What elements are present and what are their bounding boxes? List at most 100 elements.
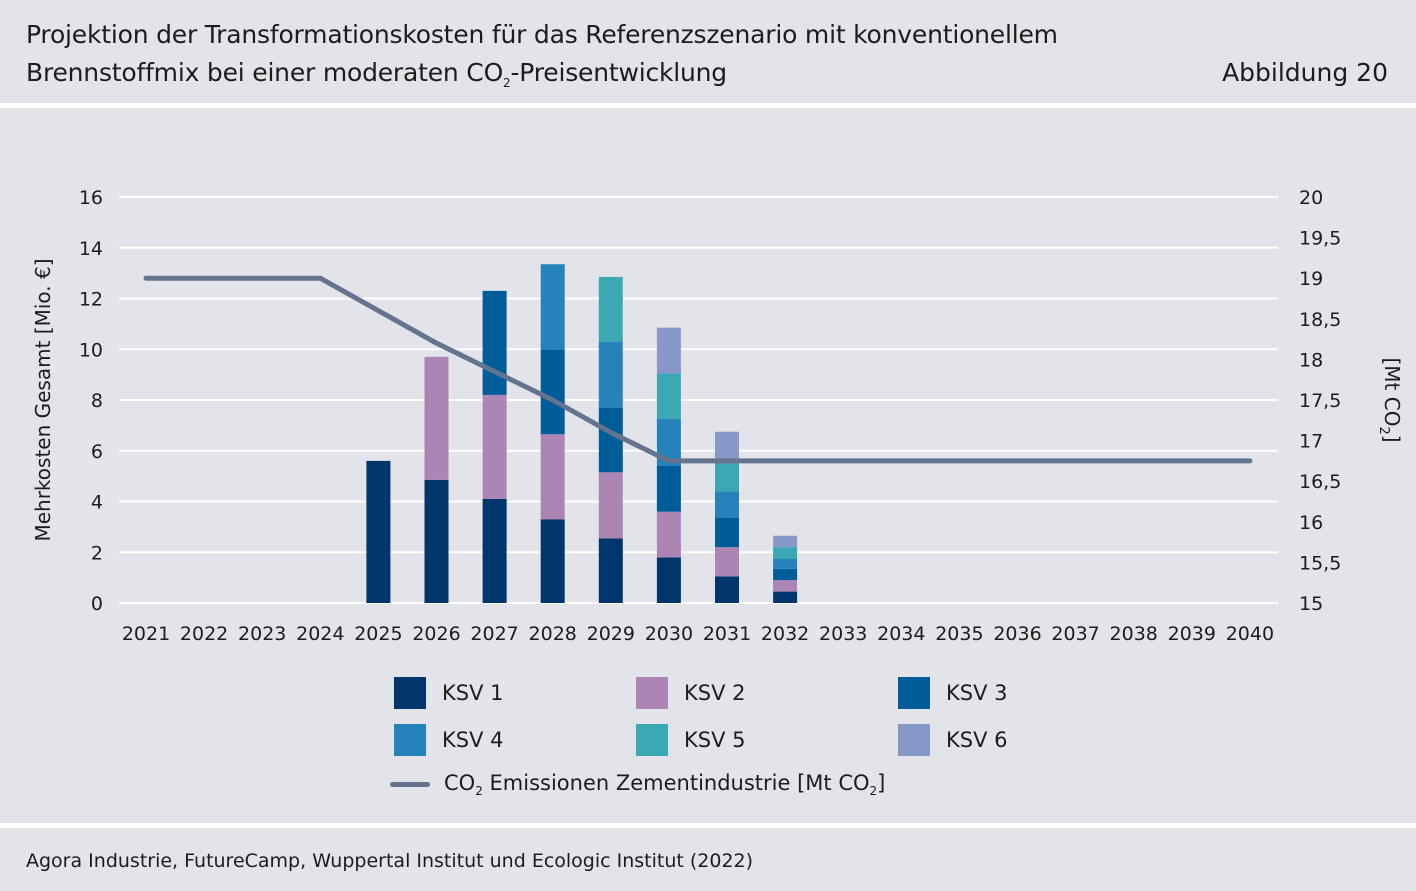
legend-item-emissions: CO2 Emissionen Zementindustrie [Mt CO2] bbox=[390, 771, 885, 798]
x-tick-label: 2037 bbox=[1051, 623, 1099, 645]
legend-item-ksv3: KSV 3 bbox=[898, 677, 1008, 709]
legend-swatch-ksv1 bbox=[394, 677, 426, 709]
y-tick-label: 2 bbox=[91, 542, 103, 564]
x-tick-label: 2034 bbox=[877, 623, 925, 645]
chart-title-text-end: -Preisentwicklung bbox=[510, 58, 727, 87]
legend-label-ksv3: KSV 3 bbox=[946, 681, 1008, 705]
bar-segment-ksv1 bbox=[773, 591, 798, 603]
bar-segment-ksv2 bbox=[424, 356, 449, 480]
y2-tick-label: 19 bbox=[1299, 268, 1323, 290]
header-divider bbox=[0, 103, 1416, 108]
bar-segment-ksv1 bbox=[540, 519, 565, 603]
y-tick-label: 16 bbox=[79, 187, 103, 209]
bar-segment-ksv6 bbox=[715, 431, 739, 464]
legend-label-ksv4: KSV 4 bbox=[442, 728, 504, 752]
figure-number: Abbildung 20 bbox=[1222, 58, 1388, 87]
bar-segment-ksv4 bbox=[598, 341, 623, 408]
legend-swatch-ksv5 bbox=[636, 724, 668, 756]
x-tick-label: 2039 bbox=[1168, 623, 1216, 645]
emissions-line bbox=[143, 275, 1253, 464]
x-tick-label: 2025 bbox=[354, 623, 402, 645]
bar-segment-ksv3 bbox=[540, 349, 565, 435]
legend-swatch-ksv4 bbox=[394, 724, 426, 756]
legend-emissions-sub-1: 2 bbox=[475, 784, 483, 799]
bar-segment-ksv4 bbox=[773, 558, 798, 569]
bar-segment-ksv6 bbox=[656, 327, 681, 374]
bar-segment-ksv3 bbox=[598, 407, 623, 473]
x-tick-label: 2023 bbox=[238, 623, 286, 645]
x-tick-label: 2029 bbox=[587, 623, 635, 645]
x-tick-label: 2033 bbox=[819, 623, 867, 645]
legend-emissions-text-2: Emissionen Zementindustrie [Mt CO bbox=[482, 771, 870, 795]
y-tick-label: 12 bbox=[79, 289, 103, 311]
y2-tick-label: 16,5 bbox=[1299, 471, 1341, 493]
legend-item-ksv1: KSV 1 bbox=[394, 677, 504, 709]
y2-tick-label: 20 bbox=[1299, 187, 1323, 209]
x-tick-label: 2040 bbox=[1226, 623, 1274, 645]
x-tick-label: 2027 bbox=[470, 623, 518, 645]
legend-item-ksv6: KSV 6 bbox=[898, 724, 1008, 756]
x-tick-label: 2031 bbox=[703, 623, 751, 645]
x-tick-label: 2024 bbox=[296, 623, 344, 645]
bar-segment-ksv2 bbox=[715, 547, 739, 577]
chart-title-line-1: Projektion der Transformationskosten für… bbox=[26, 20, 1058, 49]
bar-segment-ksv1 bbox=[598, 538, 623, 603]
legend-swatch-ksv6 bbox=[898, 724, 930, 756]
y-tick-label: 0 bbox=[91, 593, 103, 615]
legend-item-ksv5: KSV 5 bbox=[636, 724, 746, 756]
x-tick-label: 2022 bbox=[180, 623, 228, 645]
bar-segment-ksv1 bbox=[656, 557, 681, 603]
chart-title-subscript: 2 bbox=[503, 76, 511, 90]
footer-divider bbox=[0, 823, 1416, 828]
y2-tick-label: 18 bbox=[1299, 349, 1323, 371]
bar-segment-ksv2 bbox=[540, 434, 565, 520]
legend-item-ksv2: KSV 2 bbox=[636, 677, 746, 709]
bar-segment-ksv5 bbox=[773, 547, 798, 559]
legend-emissions-text-3: ] bbox=[877, 771, 886, 795]
bar-segment-ksv4 bbox=[540, 264, 565, 350]
x-tick-label: 2035 bbox=[935, 623, 983, 645]
y2-tick-label: 18,5 bbox=[1299, 309, 1341, 331]
x-tick-label: 2028 bbox=[529, 623, 577, 645]
x-tick-label: 2032 bbox=[761, 623, 809, 645]
bar-segment-ksv5 bbox=[656, 373, 681, 420]
y2-axis-title: [Mt CO2] bbox=[1376, 357, 1404, 442]
bar-segment-ksv2 bbox=[656, 511, 681, 558]
legend-emissions-text-1: CO bbox=[444, 771, 476, 795]
y2-tick-label: 15 bbox=[1299, 593, 1323, 615]
y-tick-label: 6 bbox=[91, 441, 103, 463]
x-tick-label: 2026 bbox=[412, 623, 460, 645]
figure-header: Projektion der Transformationskosten für… bbox=[0, 0, 1416, 103]
bar-segment-ksv2 bbox=[482, 394, 507, 499]
y-axis-title: Mehrkosten Gesamt [Mio. €] bbox=[31, 258, 55, 541]
bar-segment-ksv4 bbox=[715, 491, 739, 518]
x-tick-label: 2021 bbox=[122, 623, 170, 645]
bar-segment-ksv6 bbox=[773, 535, 798, 548]
legend-label-emissions: CO2 Emissionen Zementindustrie [Mt CO2] bbox=[444, 771, 885, 798]
legend-emissions-sub-2: 2 bbox=[869, 784, 878, 799]
y-tick-label: 10 bbox=[79, 339, 103, 361]
chart-area: 0 2 4 6 8 10 12 14 16 15 15,5 16 16,5 17 17,5 18 18,5 19 1… bbox=[31, 187, 1404, 645]
y-tick-label: 4 bbox=[91, 492, 103, 514]
bar-segment-ksv3 bbox=[656, 465, 681, 512]
bar-segment-ksv5 bbox=[715, 463, 739, 492]
x-tick-label: 2030 bbox=[645, 623, 693, 645]
bar-segment-ksv1 bbox=[482, 498, 507, 603]
y2-tick-label: 17,5 bbox=[1299, 390, 1341, 412]
y2-tick-label: 15,5 bbox=[1299, 552, 1341, 574]
y2-tick-label: 16 bbox=[1299, 512, 1323, 534]
bar-segment-ksv1 bbox=[366, 460, 391, 603]
bar-segment-ksv1 bbox=[715, 576, 739, 603]
legend-swatch-ksv3 bbox=[898, 677, 930, 709]
legend-item-ksv4: KSV 4 bbox=[394, 724, 504, 756]
y2-tick-label: 19,5 bbox=[1299, 228, 1341, 250]
bar-segment-ksv3 bbox=[773, 568, 798, 581]
legend-swatch-emissions bbox=[390, 782, 430, 788]
x-tick-label: 2036 bbox=[993, 623, 1041, 645]
legend-label-ksv2: KSV 2 bbox=[684, 681, 746, 705]
chart-title-text: Brennstoffmix bei einer moderaten CO bbox=[26, 58, 504, 87]
x-tick-label: 2038 bbox=[1110, 623, 1158, 645]
legend-label-ksv5: KSV 5 bbox=[684, 728, 746, 752]
legend-label-ksv1: KSV 1 bbox=[442, 681, 504, 705]
y2-tick-label: 17 bbox=[1299, 431, 1323, 453]
